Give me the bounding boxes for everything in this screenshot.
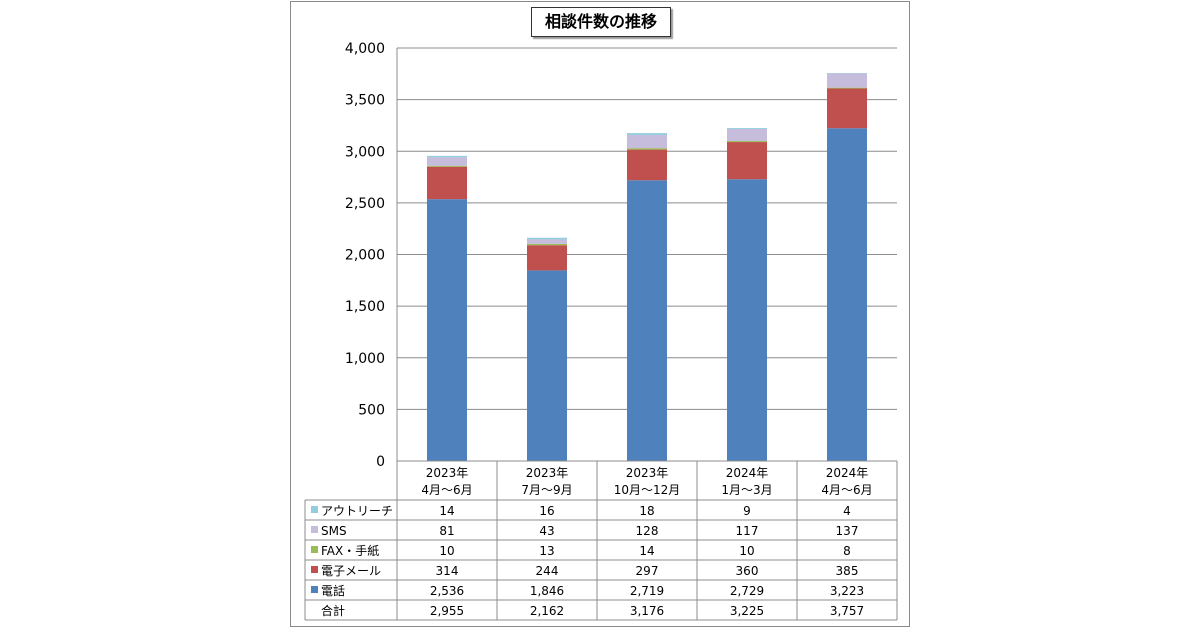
data-label: 244 [536, 564, 559, 578]
data-label: 43 [539, 524, 554, 538]
legend-label: SMS [321, 524, 347, 538]
legend-label: アウトリーチ [321, 504, 393, 518]
total-row-label: 合計 [321, 603, 345, 618]
x-category-label: 2023年 [526, 466, 569, 480]
x-category-label: 4月～6月 [421, 483, 472, 497]
bar-segment [627, 180, 667, 461]
bar-segment [427, 155, 467, 158]
bar-segment [827, 87, 867, 89]
data-label: 3,223 [830, 584, 864, 598]
y-tick-label: 3,000 [345, 144, 385, 160]
total-label: 3,225 [730, 604, 764, 618]
data-label: 13 [539, 544, 554, 558]
data-label: 4 [843, 504, 851, 518]
data-label: 16 [539, 504, 554, 518]
data-label: 297 [636, 564, 659, 578]
bar-segment [827, 128, 867, 461]
bar-segment [627, 149, 667, 181]
total-label: 2,955 [430, 604, 464, 618]
x-category-label: 2023年 [426, 466, 469, 480]
bar-segment [427, 157, 467, 166]
data-label: 2,719 [630, 584, 664, 598]
legend-key [311, 526, 318, 533]
x-category-label: 2024年 [826, 466, 869, 480]
bar-segment [827, 88, 867, 129]
bar-segment [627, 148, 667, 150]
data-label: 2,729 [730, 584, 764, 598]
y-tick-label: 0 [376, 454, 385, 470]
data-label: 1,846 [530, 584, 564, 598]
y-tick-label: 2,500 [345, 196, 385, 212]
x-category-label: 2024年 [726, 466, 769, 480]
data-label: 385 [836, 564, 859, 578]
total-label: 3,176 [630, 604, 664, 618]
data-label: 314 [436, 564, 459, 578]
y-tick-label: 1,000 [345, 351, 385, 367]
y-tick-label: 500 [358, 402, 385, 418]
bar-segment [527, 245, 567, 271]
data-label: 128 [636, 524, 659, 538]
data-label: 14 [639, 544, 654, 558]
total-label: 2,162 [530, 604, 564, 618]
legend-key [311, 586, 318, 593]
bar-segment [827, 73, 867, 88]
data-label: 8 [843, 544, 851, 558]
data-label: 9 [743, 504, 751, 518]
x-category-label: 1月～3月 [721, 483, 772, 497]
legend-key [311, 506, 318, 513]
bar-segment [527, 270, 567, 461]
bar-segment [727, 142, 767, 180]
y-tick-label: 3,500 [345, 93, 385, 109]
legend-key [311, 566, 318, 573]
chart-title: 相談件数の推移 [531, 7, 671, 37]
x-category-label: 7月～9月 [521, 483, 572, 497]
bar-segment [527, 243, 567, 246]
bar-segment [727, 128, 767, 142]
bar-segment [627, 133, 667, 135]
bar-segment [627, 134, 667, 149]
data-label: 10 [739, 544, 754, 558]
y-tick-label: 1,500 [345, 299, 385, 315]
bar-segment [527, 237, 567, 240]
bar-segment [527, 239, 567, 244]
legend-key [311, 546, 318, 553]
data-label: 117 [736, 524, 759, 538]
data-label: 360 [736, 564, 759, 578]
data-label: 14 [439, 504, 454, 518]
data-label: 18 [639, 504, 654, 518]
data-label: 137 [836, 524, 859, 538]
x-category-label: 4月～6月 [821, 483, 872, 497]
legend-label: FAX・手紙 [321, 543, 379, 558]
x-category-label: 10月～12月 [614, 483, 681, 497]
bar-segment [727, 179, 767, 461]
x-category-label: 2023年 [626, 466, 669, 480]
total-label: 3,757 [830, 604, 864, 618]
legend-label: 電話 [321, 583, 345, 598]
data-label: 2,536 [430, 584, 464, 598]
bar-segment [427, 165, 467, 167]
bar-segment [727, 141, 767, 143]
bar-segment [427, 166, 467, 200]
data-label: 10 [439, 544, 454, 558]
y-tick-label: 4,000 [345, 41, 385, 57]
bar-segment [727, 128, 767, 129]
y-tick-label: 2,000 [345, 248, 385, 264]
bar-segment [427, 199, 467, 461]
data-label: 81 [439, 524, 454, 538]
legend-label: 電子メール [321, 564, 381, 578]
chart-frame [290, 1, 910, 627]
